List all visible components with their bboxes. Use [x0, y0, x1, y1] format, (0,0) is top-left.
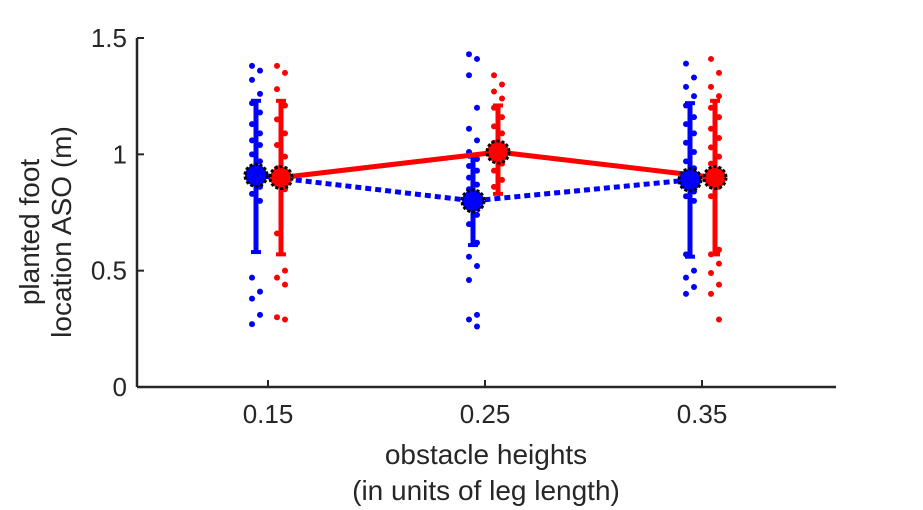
data-point-blue — [466, 253, 472, 260]
data-point-red — [708, 269, 714, 276]
x-tick-label: 0.25 — [460, 399, 511, 429]
data-point-blue — [474, 263, 480, 270]
axis-label-group: planted foot location ASO (m) obstacle h… — [14, 126, 620, 506]
mean-marker-red — [268, 165, 294, 191]
data-point-red — [491, 88, 497, 95]
data-point-blue — [466, 51, 472, 58]
data-point-red — [491, 72, 497, 79]
x-tick-label: 0.15 — [243, 399, 294, 429]
y-tick-label: 0.5 — [91, 256, 127, 286]
data-point-red — [282, 281, 288, 288]
data-point-red — [274, 62, 280, 69]
data-point-blue — [249, 321, 255, 328]
data-point-red — [282, 267, 288, 274]
data-point-blue — [691, 283, 697, 290]
data-point-blue — [249, 62, 255, 69]
data-point-red — [274, 314, 280, 321]
data-point-blue — [691, 74, 697, 81]
data-point-red — [716, 69, 722, 76]
data-point-blue — [683, 83, 689, 90]
mean-marker-blue — [677, 167, 703, 193]
series-group — [243, 51, 728, 330]
data-point-blue — [249, 295, 255, 302]
data-point-blue — [691, 267, 697, 274]
data-point-blue — [683, 60, 689, 67]
data-point-red — [274, 86, 280, 93]
data-point-blue — [257, 311, 263, 318]
data-point-blue — [474, 137, 480, 144]
data-point-blue — [249, 76, 255, 83]
data-point-red — [716, 260, 722, 267]
axes — [135, 38, 836, 389]
data-point-red — [499, 95, 505, 102]
mean-marker-blue — [243, 162, 269, 188]
data-point-blue — [466, 125, 472, 132]
data-point-blue — [257, 90, 263, 97]
mean-line-blue — [255, 172, 691, 204]
mean-marker-red — [702, 165, 728, 191]
data-point-red — [499, 81, 505, 88]
data-point-blue — [257, 288, 263, 295]
x-axis-title-line-1: obstacle heights — [385, 439, 587, 470]
data-point-blue — [691, 93, 697, 100]
y-tick-label: 1.5 — [91, 23, 127, 53]
data-point-red — [716, 316, 722, 323]
data-point-blue — [474, 104, 480, 111]
data-point-blue — [466, 72, 472, 79]
y-tick-label: 0 — [113, 372, 127, 402]
data-point-blue — [257, 67, 263, 74]
data-point-red — [716, 281, 722, 288]
y-tick-label: 1 — [113, 139, 127, 169]
y-axis-title-line-2: location ASO (m) — [46, 126, 77, 338]
data-point-blue — [683, 274, 689, 281]
data-point-red — [274, 274, 280, 281]
data-point-red — [708, 290, 714, 297]
data-point-blue — [474, 323, 480, 330]
mean-marker-red — [485, 139, 511, 165]
y-axis-title-line-1: planted foot — [14, 159, 45, 306]
tick-group: 0 0.5 1 1.5 0.15 0.25 0.35 — [91, 23, 727, 429]
mean-marker-blue — [460, 188, 486, 214]
data-point-blue — [466, 276, 472, 283]
data-point-blue — [683, 290, 689, 297]
data-point-red — [708, 55, 714, 62]
x-axis-title-line-2: (in units of leg length) — [352, 475, 620, 506]
data-point-red — [282, 69, 288, 76]
data-point-red — [708, 83, 714, 90]
data-point-red — [716, 93, 722, 100]
x-tick-label: 0.35 — [677, 399, 728, 429]
data-point-red — [282, 316, 288, 323]
data-point-blue — [474, 55, 480, 62]
data-point-blue — [466, 316, 472, 323]
data-point-blue — [249, 274, 255, 281]
data-point-blue — [474, 311, 480, 318]
